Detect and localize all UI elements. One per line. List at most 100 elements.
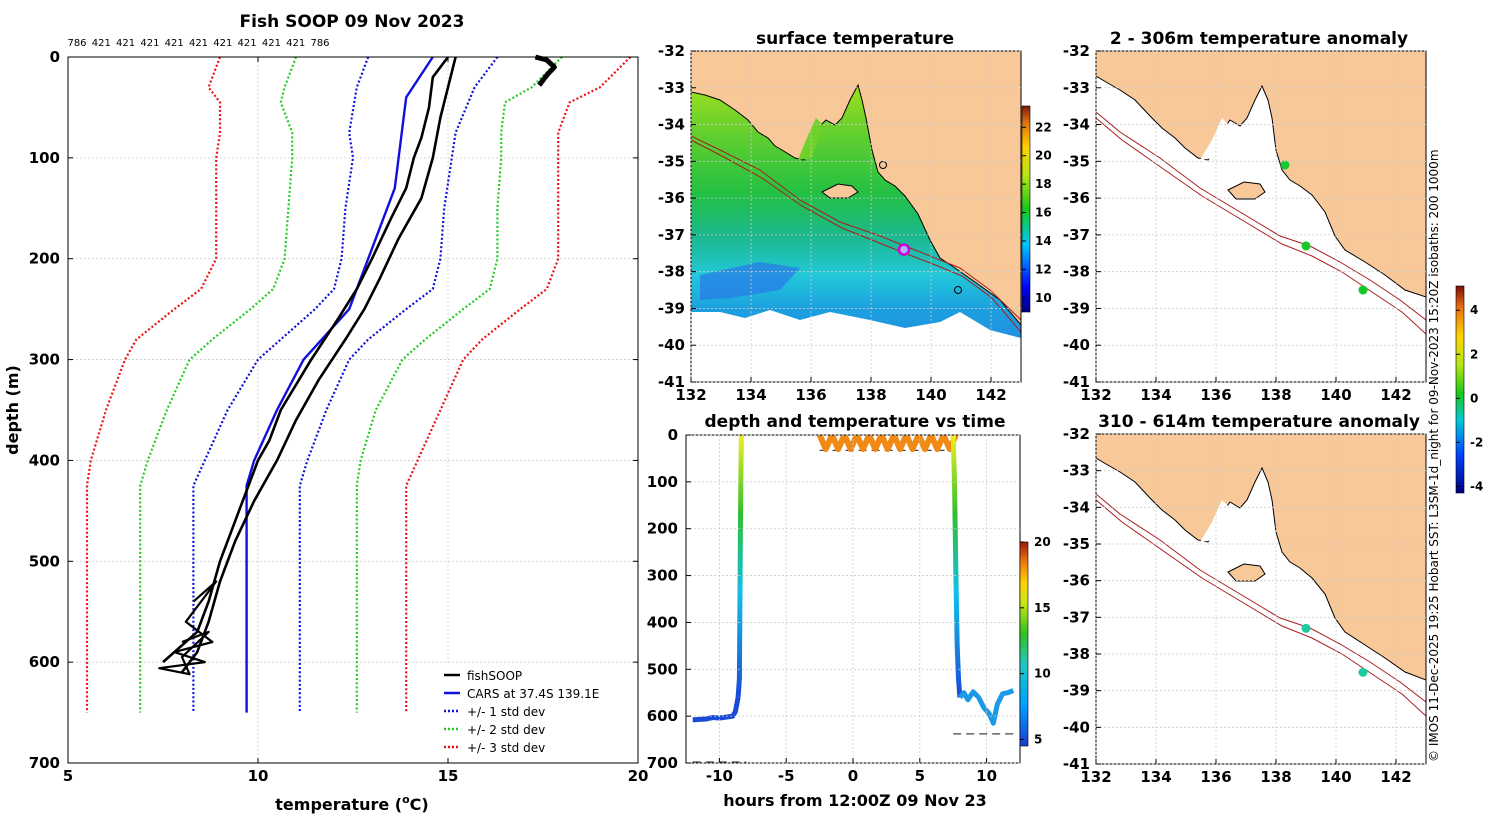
top-count-label: 421 xyxy=(286,38,305,49)
map-y-tick-label: -33 xyxy=(1063,462,1090,480)
map-y-tick-label: -32 xyxy=(1063,42,1090,60)
au-island xyxy=(1227,181,1266,200)
depth-time-panel: depth and temperature vs time -10 -5 0 5 100… xyxy=(647,412,1051,810)
top-count-label: 421 xyxy=(189,38,208,49)
dt-x-tick-label: 0 xyxy=(848,767,858,785)
map-y-tick-label: -37 xyxy=(1063,226,1090,244)
fishsoop-surface-blob xyxy=(534,54,557,87)
map-y-tick-label: -35 xyxy=(1063,535,1090,553)
map-y-tick-label: -32 xyxy=(658,42,685,60)
top-count-label: 421 xyxy=(165,38,184,49)
sst-panel: surface temperature 132 134 136 138 140 142 -3… xyxy=(658,29,1052,404)
map-x-tick-label: 138 xyxy=(1260,768,1291,786)
legend-fishsoop: fishSOOP xyxy=(467,669,522,683)
dt-cb-tick-label: 5 xyxy=(1034,732,1042,746)
dt-y-tick-label: 0 xyxy=(668,426,678,444)
map-x-tick-label: 134 xyxy=(1140,768,1171,786)
map-y-tick-label: -41 xyxy=(1063,755,1090,773)
al-isobath-1000 xyxy=(1096,499,1426,717)
map-y-tick-label: -38 xyxy=(658,263,685,281)
map-x-tick-label: 136 xyxy=(795,386,826,404)
x-tick-label: 20 xyxy=(628,767,649,785)
y-tick-label: 500 xyxy=(29,552,60,570)
legend-cars: CARS at 37.4S 139.1E xyxy=(467,687,599,701)
map-y-tick-label: -39 xyxy=(1063,299,1090,317)
map-y-tick-label: -34 xyxy=(1063,498,1090,516)
sst-cb-tick-label: 16 xyxy=(1035,206,1052,220)
top-count-label: 421 xyxy=(116,38,135,49)
map-y-tick-label: -35 xyxy=(1063,152,1090,170)
map-y-tick-label: -37 xyxy=(1063,608,1090,626)
dt-y-tick-label: 200 xyxy=(647,520,678,538)
anomaly-upper-ticks: 132 134 136 138 140 142 -32 -33 -34 -35 -36 -37 -38 -… xyxy=(1063,42,1426,404)
al-spencer-gulf xyxy=(1200,500,1228,542)
fishsoop-profile-down xyxy=(180,56,457,673)
profile-panel: Fish SOOP 09 Nov 2023 786 421 421 421 421 421… xyxy=(3,12,648,814)
au-spencer-gulf xyxy=(1200,118,1228,160)
map-x-tick-label: 134 xyxy=(735,386,766,404)
dt-y-tick-label: 700 xyxy=(647,754,678,772)
sst-land xyxy=(691,51,1021,326)
dt-trace-descent-2 xyxy=(950,435,963,698)
depth-time-title: depth and temperature vs time xyxy=(705,412,1006,432)
au-land xyxy=(1096,51,1426,298)
map-y-tick-label: -32 xyxy=(1063,425,1090,443)
y-tick-label: 600 xyxy=(29,653,60,671)
anomaly-upper-panel: 2 - 306m temperature anomaly 132 134 136 13… xyxy=(1063,29,1483,493)
map-x-tick-label: 134 xyxy=(1140,386,1171,404)
x-tick-label: 10 xyxy=(248,767,269,785)
map-y-tick-label: -39 xyxy=(1063,682,1090,700)
std2-left-line xyxy=(139,56,298,713)
al-isobath-200 xyxy=(1096,493,1426,703)
y-tick-label: 0 xyxy=(50,48,60,66)
cars-profile-line xyxy=(245,56,434,713)
map-x-tick-label: 140 xyxy=(915,386,946,404)
dt-y-tick-label: 600 xyxy=(647,707,678,725)
y-tick-label: 100 xyxy=(29,149,60,167)
sst-spencer-gulf xyxy=(798,118,822,160)
std1-left-line xyxy=(192,56,370,713)
depth-time-colorbar-ticks: 5 10 15 20 xyxy=(1020,535,1051,746)
top-count-label: 786 xyxy=(310,38,329,49)
map-x-tick-label: 132 xyxy=(1080,386,1111,404)
sst-colorbar-ticks: 10 12 14 16 18 20 22 xyxy=(1022,120,1052,305)
anomaly-upper-point xyxy=(1301,241,1311,251)
map-y-tick-label: -40 xyxy=(658,336,685,354)
legend: fishSOOP CARS at 37.4S 139.1E +/- 1 std … xyxy=(437,664,633,758)
map-x-tick-label: 136 xyxy=(1200,386,1231,404)
legend-std2: +/- 2 std dev xyxy=(467,723,545,737)
anomaly-cb-tick-label: 2 xyxy=(1470,347,1478,361)
anomaly-cb-tick-label: 0 xyxy=(1470,391,1478,405)
top-count-label: 786 xyxy=(67,38,86,49)
dt-cb-tick-label: 15 xyxy=(1034,601,1051,615)
map-y-tick-label: -34 xyxy=(1063,116,1090,134)
au-isobath-1000 xyxy=(1096,117,1426,335)
anomaly-lower-point xyxy=(1301,623,1311,633)
dt-y-tick-label: 400 xyxy=(647,613,678,631)
anomaly-colorbar xyxy=(1455,285,1465,494)
map-y-tick-label: -33 xyxy=(1063,79,1090,97)
depth-time-xlabel: hours from 12:00Z 09 Nov 23 xyxy=(723,791,986,810)
profile-frame xyxy=(67,56,639,764)
x-tick-label: 15 xyxy=(438,767,459,785)
fishsoop-profile-up xyxy=(162,56,450,664)
x-tick-label: 5 xyxy=(63,767,73,785)
anomaly-cb-tick-label: -2 xyxy=(1470,435,1483,449)
map-x-tick-label: 142 xyxy=(975,386,1006,404)
map-y-tick-label: -41 xyxy=(1063,373,1090,391)
map-y-tick-label: -37 xyxy=(658,226,685,244)
map-y-tick-label: -40 xyxy=(1063,336,1090,354)
anomaly-lower-map xyxy=(1096,434,1426,717)
top-count-label: 421 xyxy=(92,38,111,49)
dt-y-tick-label: 100 xyxy=(647,473,678,491)
top-count-label: 421 xyxy=(262,38,281,49)
map-x-tick-label: 140 xyxy=(1320,386,1351,404)
profile-series xyxy=(85,54,632,713)
dt-y-tick-label: 500 xyxy=(647,660,678,678)
y-axis-label: depth (m) xyxy=(3,365,22,455)
y-tick-label: 200 xyxy=(29,250,60,268)
y-tick-label: 700 xyxy=(29,754,60,772)
map-x-tick-label: 132 xyxy=(1080,768,1111,786)
dt-cb-tick-label: 20 xyxy=(1034,535,1051,549)
